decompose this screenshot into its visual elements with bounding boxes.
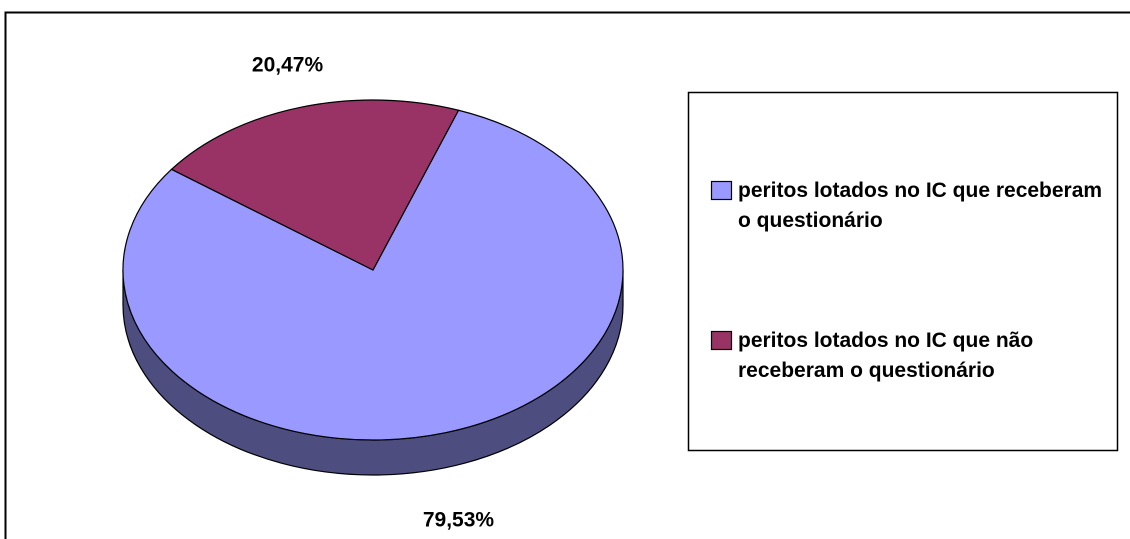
- data-label: 79,53%: [423, 509, 495, 532]
- legend-swatch: [710, 180, 733, 201]
- pie-slice: [122, 109, 624, 441]
- legend-swatch: [710, 330, 733, 351]
- legend-label: peritos lotados no IC que não receberam …: [738, 329, 1034, 382]
- legend-box: [687, 91, 1119, 452]
- pie-slice: [170, 99, 460, 271]
- legend-label: peritos lotados no IC que receberam o qu…: [738, 179, 1103, 232]
- data-label: 20,47%: [252, 53, 324, 76]
